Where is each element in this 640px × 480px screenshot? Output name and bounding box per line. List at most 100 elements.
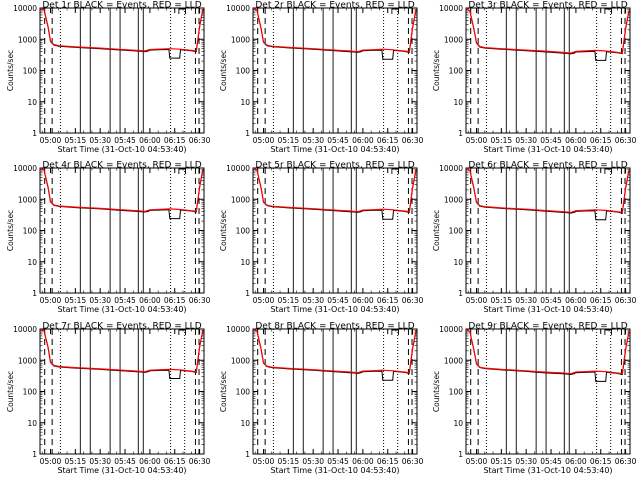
data-point-lld — [195, 371, 197, 373]
x-tick-label: 05:15 — [65, 136, 87, 145]
x-tick-label: 05:30 — [515, 296, 537, 305]
data-point-lld — [382, 208, 384, 210]
data-point-lld — [583, 371, 585, 373]
plot-frame — [252, 328, 418, 455]
data-point-lld — [562, 51, 564, 53]
data-point-lld — [616, 51, 618, 53]
data-point-lld — [382, 48, 384, 50]
y-tick-label: 10 — [453, 258, 463, 267]
series-line-events — [40, 329, 204, 379]
data-point-events — [147, 371, 149, 373]
series-lines — [466, 8, 630, 61]
data-point-lld — [357, 211, 359, 213]
x-tick-label: 06:00 — [139, 136, 161, 145]
data-point-events — [573, 373, 575, 375]
data-point-events — [605, 60, 607, 61]
bracket-marker — [391, 8, 399, 14]
bracket-marker — [178, 8, 186, 14]
data-point-lld — [570, 211, 572, 213]
data-point-lld — [179, 48, 181, 50]
x-axis-label: Start Time (31-Oct-10 04:53:40) — [270, 466, 399, 475]
y-axis-label: Counts/sec — [219, 371, 228, 412]
interval-markers — [470, 8, 626, 133]
data-point-lld — [312, 369, 314, 371]
y-tick-label: 100 — [449, 67, 464, 76]
interval-markers — [470, 168, 626, 293]
data-point-lld — [116, 369, 118, 371]
data-point-lld — [47, 25, 49, 27]
data-point-lld — [99, 47, 101, 49]
data-point-lld — [357, 51, 359, 53]
interval-markers — [470, 329, 626, 454]
series-lines — [40, 168, 204, 220]
series-lines — [466, 329, 630, 382]
data-point-events — [179, 378, 181, 379]
data-point-lld — [476, 363, 477, 365]
series-line-lld — [253, 329, 417, 374]
data-point-lld — [99, 207, 101, 209]
data-point-lld — [605, 371, 607, 373]
x-tick-label: 06:30 — [402, 136, 424, 145]
x-tick-label: 05:45 — [327, 457, 349, 466]
data-point-events — [573, 211, 575, 213]
panel-3: Det 3r BLACK = Events, RED = LLD 1 10 100 10… — [432, 1, 637, 155]
data-point-lld — [199, 25, 200, 27]
x-axis-label: Start Time (31-Oct-10 04:53:40) — [270, 145, 399, 154]
data-point-lld — [256, 9, 258, 11]
y-tick-label: 1000 — [231, 195, 250, 204]
data-point-lld — [190, 49, 192, 51]
plot-frame — [465, 328, 631, 455]
x-tick-label: 05:30 — [89, 296, 111, 305]
panel-title: Det 1r BLACK = Events, RED = LLD — [42, 1, 201, 11]
data-point-events — [392, 379, 394, 381]
x-tick-label: 05:15 — [278, 457, 300, 466]
y-tick-label: 10000 — [13, 4, 37, 13]
y-tick-label: 1000 — [18, 195, 37, 204]
data-point-lld — [263, 201, 264, 203]
series-line-lld — [253, 168, 417, 213]
data-point-events — [381, 370, 383, 372]
x-axis-label: Start Time (31-Oct-10 04:53:40) — [57, 145, 186, 154]
data-point-events — [392, 58, 394, 60]
data-point-lld — [575, 50, 577, 52]
y-tick-label: 1000 — [18, 356, 37, 365]
data-point-lld — [271, 45, 273, 47]
y-tick-label: 10 — [240, 98, 250, 107]
data-point-events — [605, 381, 607, 382]
x-tick-label: 05:00 — [40, 296, 62, 305]
data-point-lld — [484, 206, 486, 208]
x-tick-label: 05:45 — [540, 136, 562, 145]
data-point-lld — [253, 8, 254, 9]
interval-markers — [257, 329, 413, 454]
series-lines — [253, 329, 417, 381]
bracket-marker — [604, 168, 612, 174]
series-line-lld — [466, 329, 630, 375]
x-tick-label: 05:00 — [253, 457, 275, 466]
y-tick-label: 100 — [23, 227, 38, 236]
y-tick-label: 10000 — [439, 4, 463, 13]
data-point-lld — [392, 209, 394, 211]
series-line-lld — [466, 8, 630, 54]
data-point-events — [605, 219, 607, 221]
x-tick-label: 06:00 — [352, 136, 374, 145]
y-axis-label: Counts/sec — [432, 50, 441, 91]
data-point-lld — [362, 370, 364, 372]
data-point-lld — [415, 9, 417, 11]
data-point-lld — [542, 209, 544, 211]
data-point-lld — [179, 209, 181, 210]
y-tick-label: 10 — [240, 258, 250, 267]
data-point-lld — [43, 330, 45, 331]
y-tick-label: 100 — [236, 388, 251, 397]
data-point-lld — [370, 209, 372, 211]
data-point-lld — [562, 372, 564, 374]
data-point-lld — [263, 362, 264, 364]
data-point-lld — [53, 364, 55, 366]
y-tick-label: 10000 — [439, 164, 463, 173]
x-tick-label: 06:30 — [402, 296, 424, 305]
data-point-events — [360, 372, 362, 374]
panel-8: Det 8r BLACK = Events, RED = LLD 1 10 100 10… — [219, 322, 424, 476]
data-point-lld — [136, 370, 138, 372]
data-point-lld — [40, 168, 41, 169]
data-point-lld — [392, 49, 394, 51]
data-point-lld — [256, 330, 258, 332]
